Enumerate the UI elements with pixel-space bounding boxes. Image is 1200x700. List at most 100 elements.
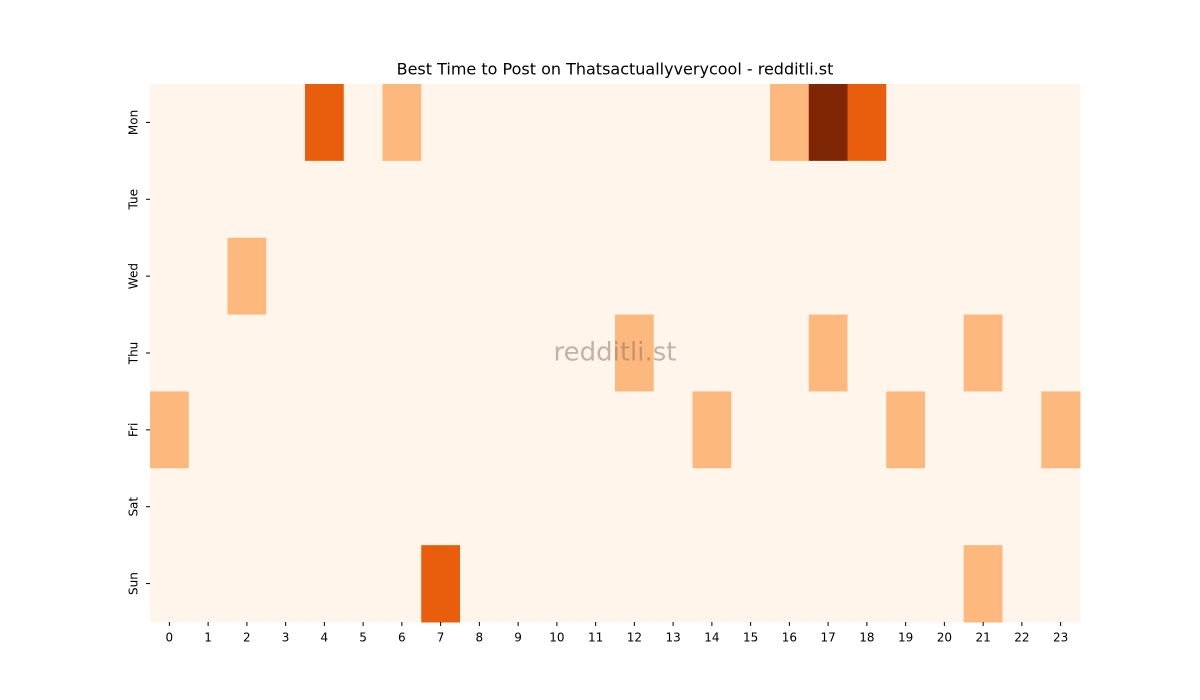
heatmap-cell [692, 545, 732, 623]
y-tick-label: Thu [127, 342, 141, 366]
heatmap-cell [847, 84, 887, 162]
heatmap-cell [305, 160, 345, 239]
x-tick-label: 6 [398, 631, 406, 645]
heatmap-cell [188, 237, 228, 316]
heatmap-cell [188, 468, 228, 546]
heatmap-cell [692, 84, 732, 162]
heatmap-cell [731, 84, 771, 162]
x-tick-label: 1 [204, 631, 212, 645]
heatmap-cell [537, 160, 577, 239]
heatmap-cell [498, 160, 538, 239]
heatmap-cell [576, 468, 616, 546]
heatmap-cell [421, 237, 461, 316]
heatmap-cell [653, 160, 693, 239]
x-tick-label: 10 [549, 631, 564, 645]
x-tick-label: 2 [243, 631, 251, 645]
heatmap-cell [731, 237, 771, 316]
heatmap-cell [1041, 237, 1081, 316]
heatmap-cell [886, 468, 926, 546]
heatmap-cell [537, 545, 577, 623]
heatmap-cell [150, 160, 190, 239]
heatmap-cell [150, 468, 190, 546]
heatmap-cell [421, 391, 461, 469]
heatmap-cell [227, 84, 267, 162]
heatmap-cell [731, 468, 771, 546]
heatmap-cell [1002, 84, 1042, 162]
heatmap-cell [770, 314, 810, 392]
x-tick-label: 18 [859, 631, 874, 645]
heatmap-cell [150, 237, 190, 316]
heatmap-cell [1002, 314, 1042, 392]
heatmap-cell [808, 545, 848, 623]
heatmap-cell [343, 160, 383, 239]
heatmap-cell [731, 545, 771, 623]
heatmap-cell [382, 160, 422, 239]
heatmap-cell [925, 237, 965, 316]
y-tick-label: Wed [127, 263, 141, 289]
y-tick-label: Fri [127, 423, 141, 437]
heatmap-cell [150, 391, 190, 469]
heatmap-cell [382, 468, 422, 546]
heatmap-cell [692, 160, 732, 239]
heatmap-cell [421, 314, 461, 392]
heatmap-cell [886, 314, 926, 392]
x-tick-label: 12 [627, 631, 642, 645]
heatmap-cell [343, 391, 383, 469]
heatmap-cell [1041, 391, 1081, 469]
heatmap-cell [537, 237, 577, 316]
heatmap-cell [343, 237, 383, 316]
heatmap-cell [770, 237, 810, 316]
x-tick-label: 19 [898, 631, 913, 645]
heatmap-cell [808, 237, 848, 316]
heatmap-cell [460, 237, 500, 316]
heatmap-cell [382, 391, 422, 469]
heatmap-cell [886, 160, 926, 239]
chart-title: Best Time to Post on Thatsactuallyveryco… [397, 60, 834, 79]
x-tick-label: 0 [166, 631, 174, 645]
heatmap-cell [925, 545, 965, 623]
y-tick-label: Mon [127, 110, 141, 135]
heatmap-cell [266, 237, 306, 316]
heatmap-cell [1002, 468, 1042, 546]
heatmap-cell [925, 391, 965, 469]
heatmap-cell [576, 84, 616, 162]
heatmap-cell [382, 237, 422, 316]
heatmap-cell [305, 545, 345, 623]
x-tick-label: 17 [820, 631, 835, 645]
heatmap-cell [421, 545, 461, 623]
heatmap-cell [1041, 84, 1081, 162]
heatmap-cell [188, 391, 228, 469]
heatmap-cell [1041, 545, 1081, 623]
heatmap-cell [343, 468, 383, 546]
heatmap-cell [1002, 160, 1042, 239]
heatmap-cell [692, 237, 732, 316]
heatmap-cell [227, 237, 267, 316]
heatmap-cell [925, 468, 965, 546]
heatmap-cell [1041, 314, 1081, 392]
x-tick-label: 20 [937, 631, 952, 645]
heatmap-cell [498, 468, 538, 546]
heatmap-cell [692, 391, 732, 469]
heatmap-cell [653, 468, 693, 546]
heatmap-cell [421, 468, 461, 546]
heatmap-cell [653, 545, 693, 623]
heatmap-cell [886, 545, 926, 623]
heatmap-cell [692, 314, 732, 392]
heatmap-cell [808, 314, 848, 392]
heatmap-cell [460, 160, 500, 239]
x-tick-label: 14 [704, 631, 719, 645]
heatmap-cell [808, 391, 848, 469]
heatmap-cell [227, 468, 267, 546]
x-tick-label: 9 [514, 631, 522, 645]
heatmap-cell [227, 391, 267, 469]
heatmap-cell [576, 160, 616, 239]
heatmap-cell [460, 545, 500, 623]
heatmap-cell [1041, 468, 1081, 546]
x-tick-label: 3 [282, 631, 290, 645]
x-tick-label: 23 [1053, 631, 1068, 645]
heatmap-cell [963, 545, 1003, 623]
heatmap-cell [770, 391, 810, 469]
heatmap-cell [343, 84, 383, 162]
heatmap-cell [731, 160, 771, 239]
heatmap-cell [305, 314, 345, 392]
